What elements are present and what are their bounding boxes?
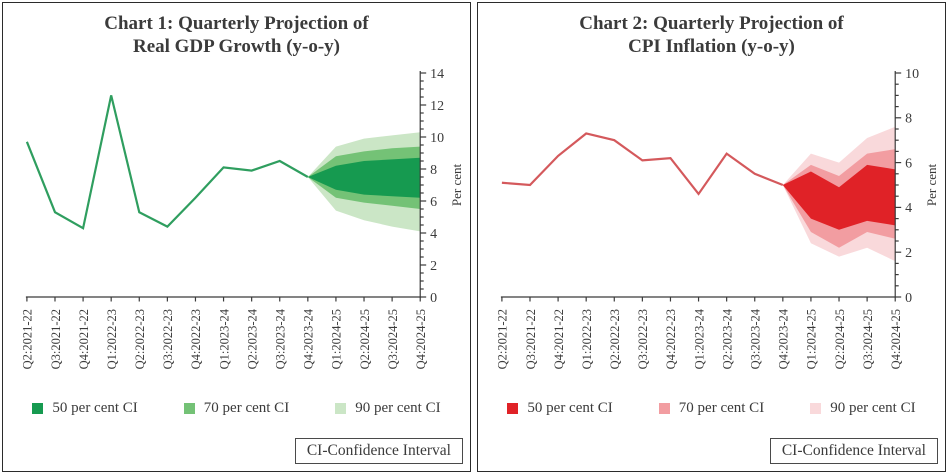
- y-axis-tick-label: 6: [430, 195, 437, 210]
- legend-label-90ci: 90 per cent CI: [355, 400, 441, 416]
- x-axis-tick-label: Q1:2023-24: [692, 308, 706, 369]
- legend-item-90ci: 90 per cent CI: [335, 400, 441, 417]
- x-axis-tick-label: Q1:2023-24: [217, 308, 231, 369]
- cpi-chart-panel: Chart 2: Quarterly Projection of CPI Inf…: [477, 2, 946, 472]
- x-axis-tick-label: Q3:2021-22: [524, 309, 538, 369]
- x-axis-tick-label: Q2:2023-24: [245, 308, 259, 369]
- y-axis-tick-label: 0: [430, 291, 437, 306]
- x-axis-tick-label: Q4:2023-24: [302, 308, 316, 369]
- cpi-chart-title: Chart 2: Quarterly Projection of CPI Inf…: [482, 12, 941, 58]
- fan-band-ci50: [782, 164, 896, 230]
- x-axis-tick-label: Q3:2022-23: [161, 309, 175, 369]
- x-axis-tick-label: Q2:2021-22: [21, 309, 35, 369]
- gdp-chart-panel: Chart 1: Quarterly Projection of Real GD…: [2, 2, 471, 472]
- y-axis-title: Per cent: [449, 163, 464, 206]
- x-axis-tick-label: Q3:2024-25: [386, 309, 400, 369]
- x-axis-tick-label: Q4:2021-22: [552, 309, 566, 369]
- y-axis-tick-label: 4: [905, 201, 912, 216]
- x-axis-tick-label: Q4:2022-23: [664, 309, 678, 369]
- x-axis-tick-label: Q3:2024-25: [861, 309, 875, 369]
- x-axis-tick-label: Q2:2023-24: [720, 308, 734, 369]
- y-axis-tick-label: 8: [905, 112, 912, 127]
- x-axis-tick-label: Q2:2022-23: [133, 309, 147, 369]
- fan-band-ci50: [307, 157, 421, 198]
- legend-label-50ci: 50 per cent CI: [527, 400, 613, 416]
- ci-note-box: CI-Confidence Interval: [294, 438, 463, 464]
- y-axis-tick-label: 6: [905, 156, 912, 171]
- x-axis-tick-label: Q3:2023-24: [749, 308, 763, 369]
- x-axis-tick-label: Q4:2021-22: [77, 309, 91, 369]
- x-axis-tick-label: Q3:2022-23: [636, 309, 650, 369]
- y-axis-tick-label: 12: [430, 99, 444, 114]
- legend-swatch-90ci: [335, 403, 347, 414]
- gdp-chart-svg: 0 2 4 6 8 10 12 14 Per cent Q2:2021-22 Q3:2021-22 Q…: [21, 67, 464, 370]
- x-axis-tick-label: Q1:2022-23: [105, 309, 119, 369]
- legend-swatch-90ci: [810, 403, 822, 414]
- legend-label-70ci: 70 per cent CI: [678, 400, 765, 416]
- x-axis-tick-label: Q4:2022-23: [189, 309, 203, 369]
- legend-label-70ci: 70 per cent CI: [203, 400, 290, 416]
- actual-line: [501, 132, 784, 196]
- axes: [25, 71, 427, 302]
- legend-item-50ci: 50 per cent CI: [32, 400, 138, 417]
- y-axis-tick-label: 0: [905, 291, 912, 306]
- x-axis-tick-label: Q1:2022-23: [580, 309, 594, 369]
- gdp-legend: 50 per cent CI 70 per cent CI 90 per cen…: [3, 400, 470, 417]
- legend-swatch-70ci: [183, 403, 195, 414]
- cpi-legend: 50 per cent CI 70 per cent CI 90 per cen…: [478, 400, 945, 417]
- gdp-chart-title-line2: Real GDP Growth (y-o-y): [132, 36, 341, 58]
- x-axis-tick-label: Q4:2024-25: [889, 309, 903, 369]
- legend-item-90ci: 90 per cent CI: [810, 400, 916, 417]
- y-axis-tick-label: 2: [905, 246, 912, 261]
- legend-swatch-50ci: [507, 403, 519, 414]
- y-axis-tick-label: 14: [430, 67, 444, 82]
- gdp-chart-title-line1: Chart 1: Quarterly Projection of: [104, 13, 369, 34]
- x-axis-tick-label: Q2:2021-22: [496, 309, 510, 369]
- y-axis-tick-label: 10: [905, 67, 919, 82]
- y-axis-tick-label: 10: [430, 131, 444, 146]
- legend-item-50ci: 50 per cent CI: [507, 400, 613, 417]
- ci-note-box: CI-Confidence Interval: [769, 438, 938, 464]
- legend-item-70ci: 70 per cent CI: [183, 400, 290, 417]
- legend-swatch-70ci: [658, 403, 670, 414]
- gdp-chart-title: Chart 1: Quarterly Projection of Real GD…: [7, 12, 466, 58]
- x-axis-tick-label: Q2:2022-23: [608, 309, 622, 369]
- x-axis-tick-label: Q4:2024-25: [414, 309, 428, 369]
- y-axis-tick-label: 8: [430, 163, 437, 178]
- x-axis-tick-label: Q1:2024-25: [330, 309, 344, 369]
- x-axis-tick-label: Q2:2024-25: [358, 309, 372, 369]
- y-axis-title: Per cent: [924, 163, 939, 206]
- x-axis-tick-label: Q2:2024-25: [833, 309, 847, 369]
- legend-label-50ci: 50 per cent CI: [52, 400, 138, 416]
- legend-swatch-50ci: [32, 403, 44, 414]
- x-axis-tick-label: Q3:2023-24: [274, 308, 288, 369]
- cpi-chart-title-line1: Chart 2: Quarterly Projection of: [579, 13, 844, 34]
- x-axis-tick-label: Q4:2023-24: [777, 308, 791, 369]
- y-axis-tick-label: 4: [430, 227, 437, 242]
- y-axis-tick-label: 2: [430, 259, 437, 274]
- actual-line: [25, 95, 309, 230]
- x-axis-tick-label: Q1:2024-25: [805, 309, 819, 369]
- axes: [500, 71, 902, 302]
- legend-item-70ci: 70 per cent CI: [658, 400, 765, 417]
- x-axis-tick-label: Q3:2021-22: [49, 309, 63, 369]
- legend-label-90ci: 90 per cent CI: [830, 400, 916, 416]
- cpi-chart-svg: 0 2 4 6 8 10 Per cent Q2:2021-22 Q3:2021-22 Q4:20…: [496, 67, 939, 370]
- cpi-chart-title-line2: CPI Inflation (y-o-y): [628, 36, 795, 58]
